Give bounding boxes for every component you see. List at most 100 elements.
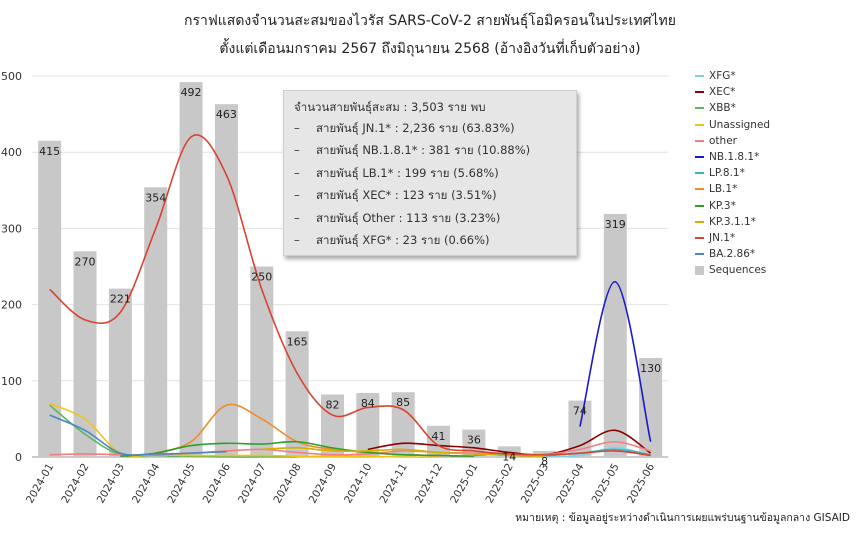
legend-label: JN.1* [709,231,736,244]
y-tick-label: 200 [1,299,22,312]
series-line-kp-3-1-1- [261,447,545,458]
x-tick-label: 2024-05 [165,462,197,506]
legend-swatch [695,156,704,159]
series-line-jn-1- [49,134,651,457]
summary-dash: – [294,232,300,247]
bar-data-label: 36 [467,434,481,447]
series-line-nb-1-8-1- [579,280,652,442]
x-tick-label: 2024-04 [130,461,162,505]
summary-text: สายพันธุ์ XFG* : 23 ราย (0.66%) [316,232,490,247]
legend-swatch [695,172,704,175]
legend-item: KP.3.1.1* [695,214,770,230]
series-line-other [49,440,651,456]
legend-label: Unassigned [709,118,771,131]
summary-dash: – [294,143,300,158]
bar-series [38,82,663,457]
legend-swatch [695,123,704,126]
series-line-ba-2-86- [49,414,227,456]
summary-dash: – [294,165,300,180]
x-tick-label: 2024-09 [307,462,339,506]
summary-row-xec: – สายพันธุ์ XEC* : 123 ราย (3.51%) [294,184,566,206]
summary-text: สายพันธุ์ NB.1.8.1* : 381 ราย (10.88%) [316,143,531,158]
legend-label: XBB* [709,102,736,115]
bar-data-label: 41 [432,430,446,443]
legend: XFG* XEC* XBB* Unassigned other NB.1.8.1* LP.8… [695,68,770,278]
x-tick-label: 2025-01 [448,462,480,506]
x-tick-label: 2025-05 [590,462,622,506]
series-line-lb-1- [155,403,474,458]
legend-item: NB.1.8.1* [695,149,770,165]
summary-text: สายพันธุ์ XEC* : 123 ราย (3.51%) [316,188,497,203]
legend-swatch [695,265,704,275]
bar [391,392,415,457]
x-tick-label: 2024-08 [271,462,303,506]
bar [73,251,97,457]
summary-dash: – [294,121,300,135]
legend-swatch [695,253,704,256]
legend-label: other [709,134,737,147]
footnote: หมายเหตุ : ข้อมูลอยู่ระหว่างดำเนินการเผย… [515,512,850,524]
legend-label: KP.3.1.1* [709,215,756,228]
x-tick-label: 2025-06 [625,461,657,505]
chart-title-line2: ตั้งแต่เดือนมกราคม 2567 ถึงมิถุนายน 2568… [219,41,641,57]
summary-row-nb181: – สายพันธุ์ NB.1.8.1* : 381 ราย (10.88%) [294,139,566,161]
bar-data-label: 8 [541,455,548,468]
legend-label: LB.1* [709,183,738,196]
x-tick-label: 2024-11 [377,462,409,506]
series-line-kp-3- [120,440,474,458]
bar-data-label: 130 [640,362,661,375]
x-tick-label: 2024-10 [342,462,374,506]
legend-swatch [695,107,704,110]
bar [427,425,451,457]
y-tick-label: 500 [1,70,22,83]
summary-text: สายพันธุ์ LB.1* : 199 ราย (5.68%) [316,165,499,180]
legend-item: KP.3* [695,198,770,214]
bar [38,140,62,457]
legend-label: KP.3* [709,199,736,212]
bar [320,394,344,457]
legend-swatch [695,204,704,207]
x-tick-label: 2024-01 [24,462,56,506]
summary-dash: – [294,210,300,225]
x-tick-label: 2025-03 [519,462,551,506]
bar-data-label: 492 [181,86,202,99]
legend-item: other [695,133,770,149]
legend-item: XBB* [695,100,770,116]
legend-label: LP.8.1* [709,167,745,180]
bar-data-label: 82 [325,399,339,412]
summary-row-jn1: – สายพันธุ์ JN.1* : 2,236 ราย (63.83%) [294,117,566,139]
bar [144,187,168,457]
summary-text: สายพันธุ์ Other : 113 ราย (3.23%) [316,210,501,225]
legend-label: XEC* [709,86,736,99]
bar [179,82,203,457]
bar-data-label: 221 [110,293,131,306]
legend-label: XFG* [709,70,736,83]
y-tick-label: 300 [1,222,22,235]
line-series [49,134,652,458]
bar-data-label: 463 [216,108,237,121]
bar-data-label: 84 [361,397,375,410]
legend-label: NB.1.8.1* [709,151,760,164]
bar-data-label: 85 [396,396,410,409]
chart-title-line1: กราฟแสดงจำนวนสะสมของไวรัส SARS-CoV-2 สาย… [184,13,676,29]
x-tick-label: 2024-06 [201,461,233,505]
summary-header: จำนวนสายพันธุ์สะสม : 3,503 ราย พบ [294,100,486,114]
x-tick-label: 2024-02 [59,462,91,506]
y-tick-label: 100 [1,375,22,388]
x-tick-label: 2024-07 [236,462,268,506]
legend-item: JN.1* [695,230,770,246]
x-tick-label: 2024-03 [95,462,127,506]
bar [639,357,663,457]
y-tick-label: 0 [15,451,22,464]
legend-swatch [695,220,704,223]
x-tick-label: 2025-04 [554,461,586,505]
summary-row-lb1: – สายพันธุ์ LB.1* : 199 ราย (5.68%) [294,162,566,184]
bar-data-label: 270 [75,255,96,268]
summary-row-other: – สายพันธุ์ Other : 113 ราย (3.23%) [294,207,566,229]
summary-row-xfg: – สายพันธุ์ XFG* : 23 ราย (0.66%) [294,229,566,251]
legend-item: XEC* [695,84,770,100]
legend-swatch [695,91,704,94]
legend-item: LB.1* [695,181,770,197]
x-tick-label: 2024-12 [413,462,445,506]
